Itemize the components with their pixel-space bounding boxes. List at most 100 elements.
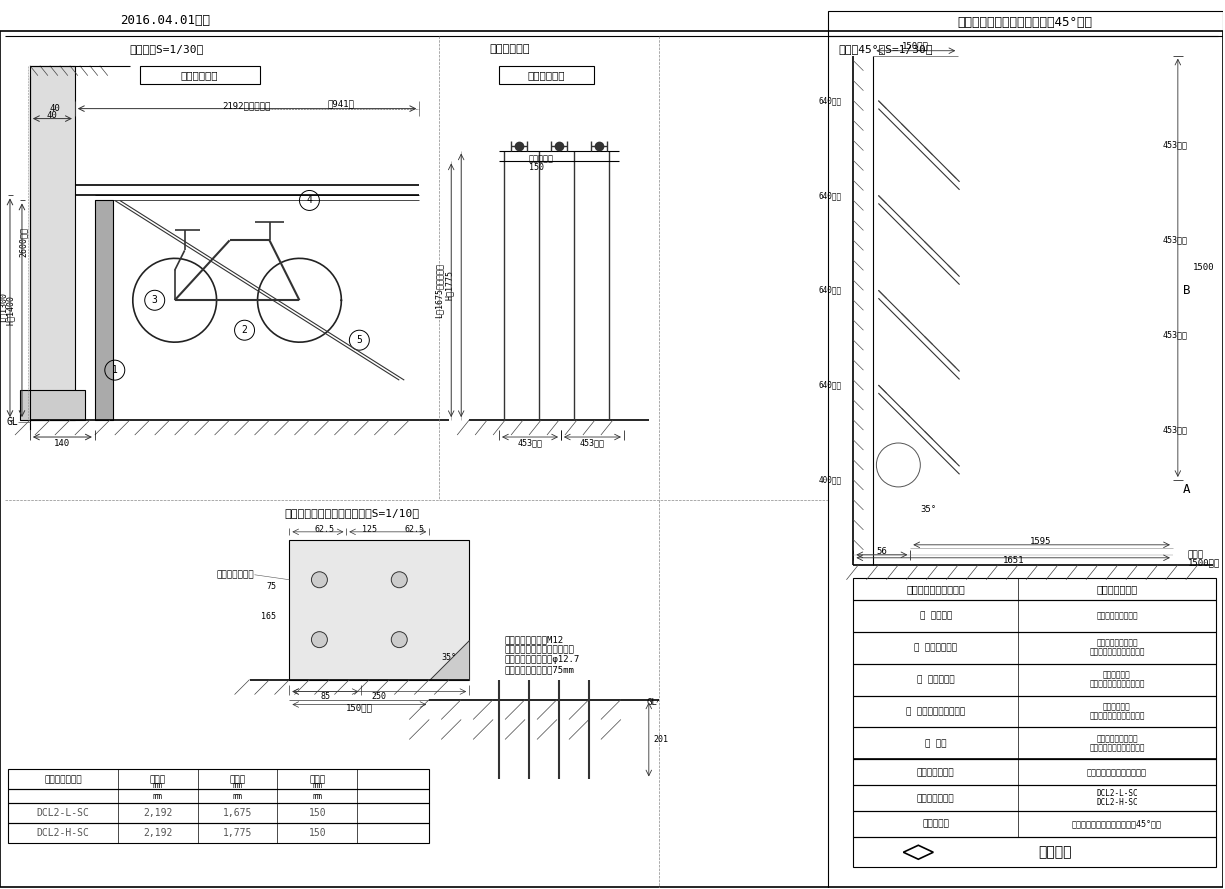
Text: 芯棒打ち込み式おねじタイプ: 芯棒打ち込み式おねじタイプ [503,645,575,654]
Text: 453以上: 453以上 [1163,425,1188,434]
Text: 四国化成: 四国化成 [1038,845,1072,860]
Text: mm: mm [312,781,322,789]
Bar [854,727,1215,759]
Text: 1500以上: 1500以上 [1188,558,1220,567]
Text: 640以上: 640以上 [818,96,842,105]
Text: 140: 140 [54,438,70,447]
Text: 453以上: 453以上 [579,438,604,447]
Text: 施行図（S=1/30）: 施行図（S=1/30） [130,44,205,53]
Text: 40: 40 [47,111,58,120]
Bar [854,812,1215,837]
Circle shape [311,572,327,588]
Bar [854,837,1215,868]
Text: DCL2-H-SC: DCL2-H-SC [37,829,89,838]
Text: 201: 201 [654,735,669,744]
Text: 150以上: 150以上 [345,703,372,712]
Text: 150: 150 [529,163,544,172]
Text: ２段式サイクルラック２型　45°設置: ２段式サイクルラック２型 45°設置 [1072,820,1163,829]
Text: 150以上: 150以上 [902,41,929,51]
Bar [854,785,1215,812]
Text: ポリエステル粉体熱付塗装: ポリエステル粉体熱付塗装 [1089,679,1144,689]
Text: 453以上: 453以上 [1163,331,1188,340]
Text: 2600以上: 2600以上 [18,228,28,258]
Text: mm: mm [233,792,243,801]
Text: mm: mm [153,792,163,801]
Text: Ｂ方向矢視図: Ｂ方向矢視図 [527,69,565,80]
Text: ポリエステル粉体熱付塗装: ポリエステル粉体熱付塗装 [1089,743,1144,752]
Text: ベースプレート: ベースプレート [217,570,255,580]
Circle shape [311,632,327,647]
Text: 35°: 35° [920,505,936,515]
Text: Ａ方向矢視図: Ａ方向矢視図 [181,69,218,80]
Text: アンカーボルト　M12: アンカーボルト M12 [503,635,564,645]
Text: 400以上: 400以上 [818,476,842,485]
Text: GL: GL [646,698,657,707]
Text: 冷間圧延鋼板: 冷間圧延鋼板 [1102,702,1131,711]
Circle shape [391,632,407,647]
Text: 1: 1 [111,365,118,375]
Text: ③ 上段レール: ③ 上段レール [918,675,954,684]
Bar [828,11,1223,36]
Text: 2,192: 2,192 [143,808,173,819]
Text: 150: 150 [309,808,326,819]
Text: ② 上段スライドレール: ② 上段スライドレール [906,707,965,716]
Text: 商　品　名: 商 品 名 [922,820,949,829]
Text: mm: mm [153,781,163,789]
Text: L：1675（本体高）: L：1675（本体高） [435,263,443,317]
Text: B: B [1183,284,1191,297]
Bar [854,632,1215,663]
Text: 冷間圧延鋼板: 冷間圧延鋼板 [1102,670,1131,679]
Text: 640以上: 640以上 [818,380,842,389]
Text: 1500: 1500 [1193,263,1214,272]
Text: 250: 250 [372,692,387,701]
Text: 640以上: 640以上 [818,191,842,200]
Text: 2192（本体幅）: 2192（本体幅） [223,101,271,110]
Text: ２段式サイクルラック２型　45°設置: ２段式サイクルラック２型 45°設置 [958,16,1093,29]
Bar [289,540,469,679]
Text: 2016.04.01改訂: 2016.04.01改訂 [120,14,209,28]
Text: 2: 2 [241,325,247,335]
Text: 型　式　コード: 型 式 コード [918,794,954,803]
Bar [29,66,75,420]
Text: 56: 56 [876,548,887,557]
Bar [499,66,594,84]
Bar [854,695,1215,727]
Text: アンカー下穴：直径φ12.7: アンカー下穴：直径φ12.7 [503,655,579,664]
Text: 453以上: 453以上 [1163,236,1188,244]
Text: Ｃ部　支柱アンカー詳細図（S=1/10）: Ｃ部 支柱アンカー詳細図（S=1/10） [284,508,419,518]
Text: 453以上: 453以上 [1163,140,1188,149]
Text: 85: 85 [321,692,331,701]
Text: ① 支柱: ① 支柱 [925,739,947,748]
Text: 35°: 35° [442,653,457,662]
Text: 斜視　45°（S=1/30）: 斜視 45°（S=1/30） [838,44,933,53]
Bar [854,600,1215,632]
Text: mm: mm [233,781,243,789]
Bar [854,578,1215,600]
Text: 本体高: 本体高 [229,775,246,784]
Text: H：1775: H：1775 [445,270,453,300]
Text: 1595: 1595 [1030,537,1052,547]
Text: 電気亜鉛めっき: 電気亜鉛めっき [1096,584,1138,594]
Bar [94,200,113,420]
Text: 5: 5 [356,335,363,345]
Text: ポリエステル粉体熱付塗装: ポリエステル粉体熱付塗装 [1089,711,1144,720]
Text: DCL2-L-SC: DCL2-L-SC [37,808,89,819]
Text: 本体幅: 本体幅 [149,775,165,784]
Text: ④ タイヤガード: ④ タイヤガード [914,643,957,653]
Text: DCL2-H-SC: DCL2-H-SC [1096,798,1138,807]
Text: 主　要　部　材: 主 要 部 材 [918,768,954,777]
Text: （941）: （941） [328,100,355,108]
Text: 62.5: 62.5 [404,525,424,534]
Text: H：1400: H：1400 [5,295,15,325]
Text: 165: 165 [261,613,277,621]
Text: 3: 3 [152,295,158,305]
Text: 一般構造用圧延鋼材: 一般構造用圧延鋼材 [1096,638,1138,648]
Text: ポリエステル粉体熱付塗装: ポリエステル粉体熱付塗装 [1089,647,1144,657]
Text: 150: 150 [309,829,326,838]
Text: 1651: 1651 [1002,557,1024,565]
Text: 深さ75mm: 深さ75mm [503,665,575,674]
Circle shape [391,572,407,588]
Polygon shape [429,640,469,679]
Bar [854,759,1215,785]
Text: （本体奥）: （本体奥） [529,154,554,163]
